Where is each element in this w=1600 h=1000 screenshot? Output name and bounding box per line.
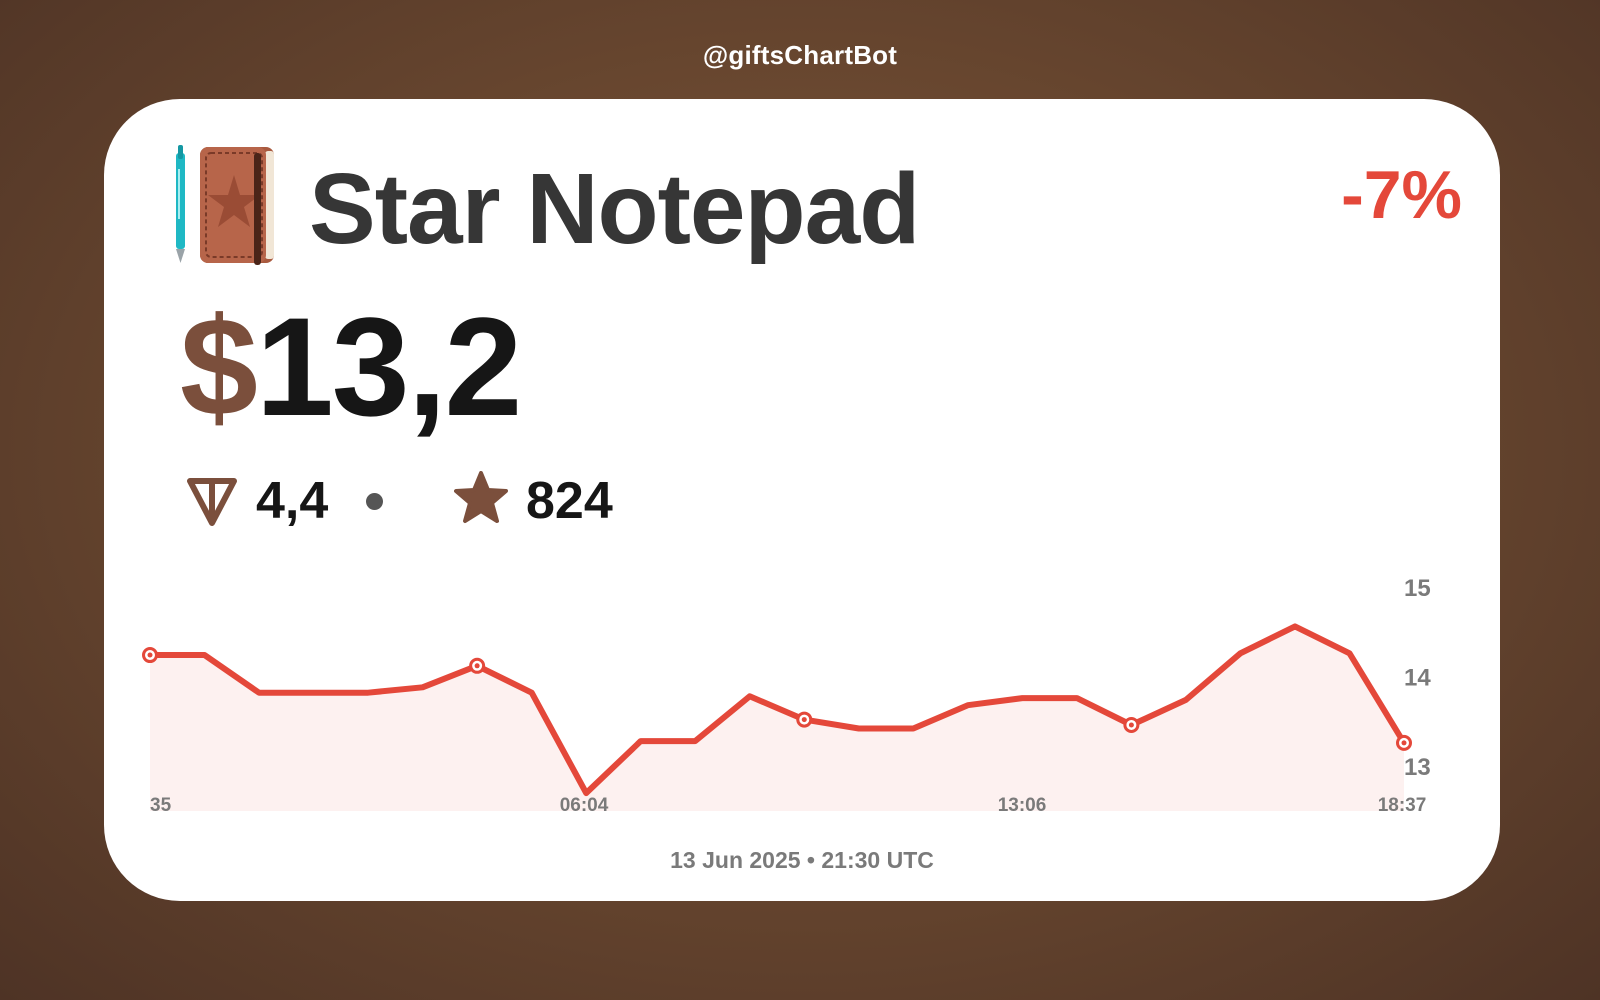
star-notepad-icon	[176, 145, 274, 265]
chart-area	[150, 626, 1404, 811]
x-tick-label: 13:06	[998, 795, 1047, 816]
y-tick-label: 15	[1404, 575, 1431, 602]
x-tick-label: 06:04	[560, 795, 609, 816]
data-point-marker-center	[147, 652, 153, 658]
data-point-marker-center	[801, 717, 807, 723]
price-chart: 13 14 15 35 06:04 13:06 18:37	[142, 575, 1431, 816]
ton-price: 4,4	[256, 472, 329, 530]
data-point-marker-center	[474, 663, 480, 669]
data-point-marker-center	[1401, 740, 1407, 746]
x-tick-label: 35	[150, 795, 172, 816]
ton-icon	[187, 478, 237, 526]
price-change: -7%	[1341, 157, 1462, 233]
separator-dot	[366, 493, 383, 510]
stars-price: 824	[526, 472, 613, 530]
y-tick-label: 13	[1404, 754, 1431, 781]
gift-name: Star Notepad	[309, 153, 920, 265]
chart-timestamp: 13 Jun 2025 • 21:30 UTC	[670, 847, 934, 873]
price-amount: 13,2	[255, 288, 522, 445]
gift-price-card: Star Notepad -7% $13,2 4,4 824 13 14 15 35 0…	[104, 99, 1500, 901]
price-line	[147, 623, 1407, 797]
currency-symbol: $	[180, 288, 258, 445]
data-point-marker-center	[1128, 722, 1134, 728]
bot-handle: @giftsChartBot	[702, 40, 898, 70]
usd-price: $13,2	[180, 297, 522, 437]
star-icon	[454, 471, 508, 523]
x-tick-label: 18:37	[1378, 795, 1427, 816]
y-tick-label: 14	[1404, 665, 1431, 692]
